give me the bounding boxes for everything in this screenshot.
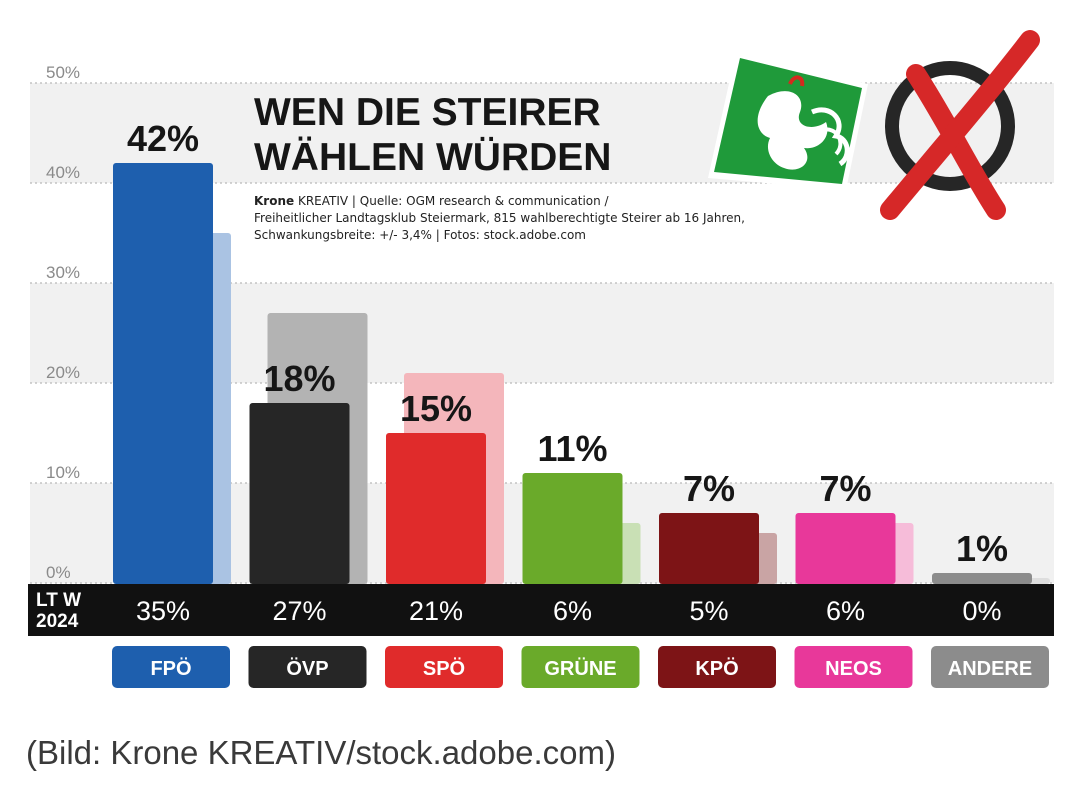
chart-title-line-1: WEN DIE STEIRER — [254, 91, 601, 134]
previous-value-label: 0% — [962, 596, 1001, 626]
poll-bar-kpö — [659, 513, 759, 584]
poll-value-label: 7% — [683, 468, 735, 509]
chart-source: Krone KREATIV | Quelle: OGM research & c… — [254, 194, 610, 208]
party-badge-label: NEOS — [825, 658, 882, 680]
party-badge-övp — [248, 646, 367, 688]
source-brand: Krone — [254, 194, 294, 208]
previous-value-label: 6% — [553, 596, 592, 626]
previous-value-label: 21% — [409, 596, 463, 626]
party-badges: FPÖ ÖVP SPÖ GRÜNE KPÖ NEOS ANDERE — [112, 646, 1049, 688]
y-tick-label: 0% — [46, 563, 71, 582]
poll-value-label: 11% — [537, 428, 607, 469]
previous-election-values: 35% 27% 21% 6% 5% 6% 0% — [136, 596, 1002, 626]
party-badge-label: ÖVP — [286, 657, 328, 680]
poll-bar-neos — [795, 513, 896, 584]
party-badge-kpö — [658, 646, 776, 688]
chart-title-line-2: WÄHLEN WÜRDEN — [254, 136, 611, 179]
previous-value-label: 35% — [136, 596, 190, 626]
y-tick-label: 40% — [46, 163, 80, 182]
y-axis-ticks: 0% 10% 20% 30% 40% 50% — [46, 63, 80, 582]
poll-value-label: 1% — [956, 528, 1008, 569]
ltw-row-background — [28, 584, 1054, 636]
previous-value-label: 6% — [826, 596, 865, 626]
ballot-cross-icon — [880, 30, 1040, 220]
poll-bar-spö — [386, 433, 486, 584]
party-badge-label: GRÜNE — [544, 657, 616, 680]
party-badge-neos — [794, 646, 913, 688]
y-tick-label: 30% — [46, 263, 80, 282]
y-tick-label: 10% — [46, 463, 80, 482]
poll-value-label: 18% — [263, 358, 335, 399]
previous-value-label: 27% — [272, 596, 326, 626]
ltw-row-label-line-2: 2024 — [36, 611, 79, 632]
previous-value-label: 5% — [689, 596, 728, 626]
coat-of-arms-icon — [708, 52, 868, 190]
party-badge-label: ANDERE — [948, 658, 1032, 680]
poll-value-label: 15% — [400, 388, 472, 429]
ltw-row-label-line-1: LT W — [36, 590, 81, 611]
party-badge-grüne — [521, 646, 640, 688]
party-badge-spö — [385, 646, 503, 688]
poll-bar-fpö — [113, 163, 213, 584]
party-badge-label: SPÖ — [423, 657, 465, 680]
poll-chart: 0% 10% 20% 30% 40% 50% WEN DIE STEIRER WÄHLEN… — [28, 30, 1054, 688]
image-caption: (Bild: Krone KREATIV/stock.adobe.com) — [26, 734, 616, 771]
party-badge-andere — [931, 646, 1049, 688]
poll-value-label: 42% — [127, 118, 199, 159]
poll-bar-grüne — [522, 473, 623, 584]
poll-bar-övp — [249, 403, 350, 584]
poll-bar-andere — [932, 573, 1032, 584]
y-tick-label: 20% — [46, 363, 80, 382]
party-badge-label: KPÖ — [695, 657, 738, 680]
party-badge-fpö — [112, 646, 230, 688]
current-poll-bars — [113, 163, 1032, 584]
source-line-1: KREATIV | Quelle: OGM research & communi… — [294, 194, 609, 208]
source-line-3: Schwankungsbreite: +/- 3,4% | Fotos: sto… — [254, 228, 586, 242]
y-tick-label: 50% — [46, 63, 80, 82]
source-line-2: Freiheitlicher Landtagsklub Steiermark, … — [254, 211, 745, 225]
poll-value-labels: 42% 18% 15% 11% 7% 7% 1% — [127, 118, 1008, 569]
party-badge-label: FPÖ — [150, 657, 191, 680]
poll-value-label: 7% — [819, 468, 871, 509]
